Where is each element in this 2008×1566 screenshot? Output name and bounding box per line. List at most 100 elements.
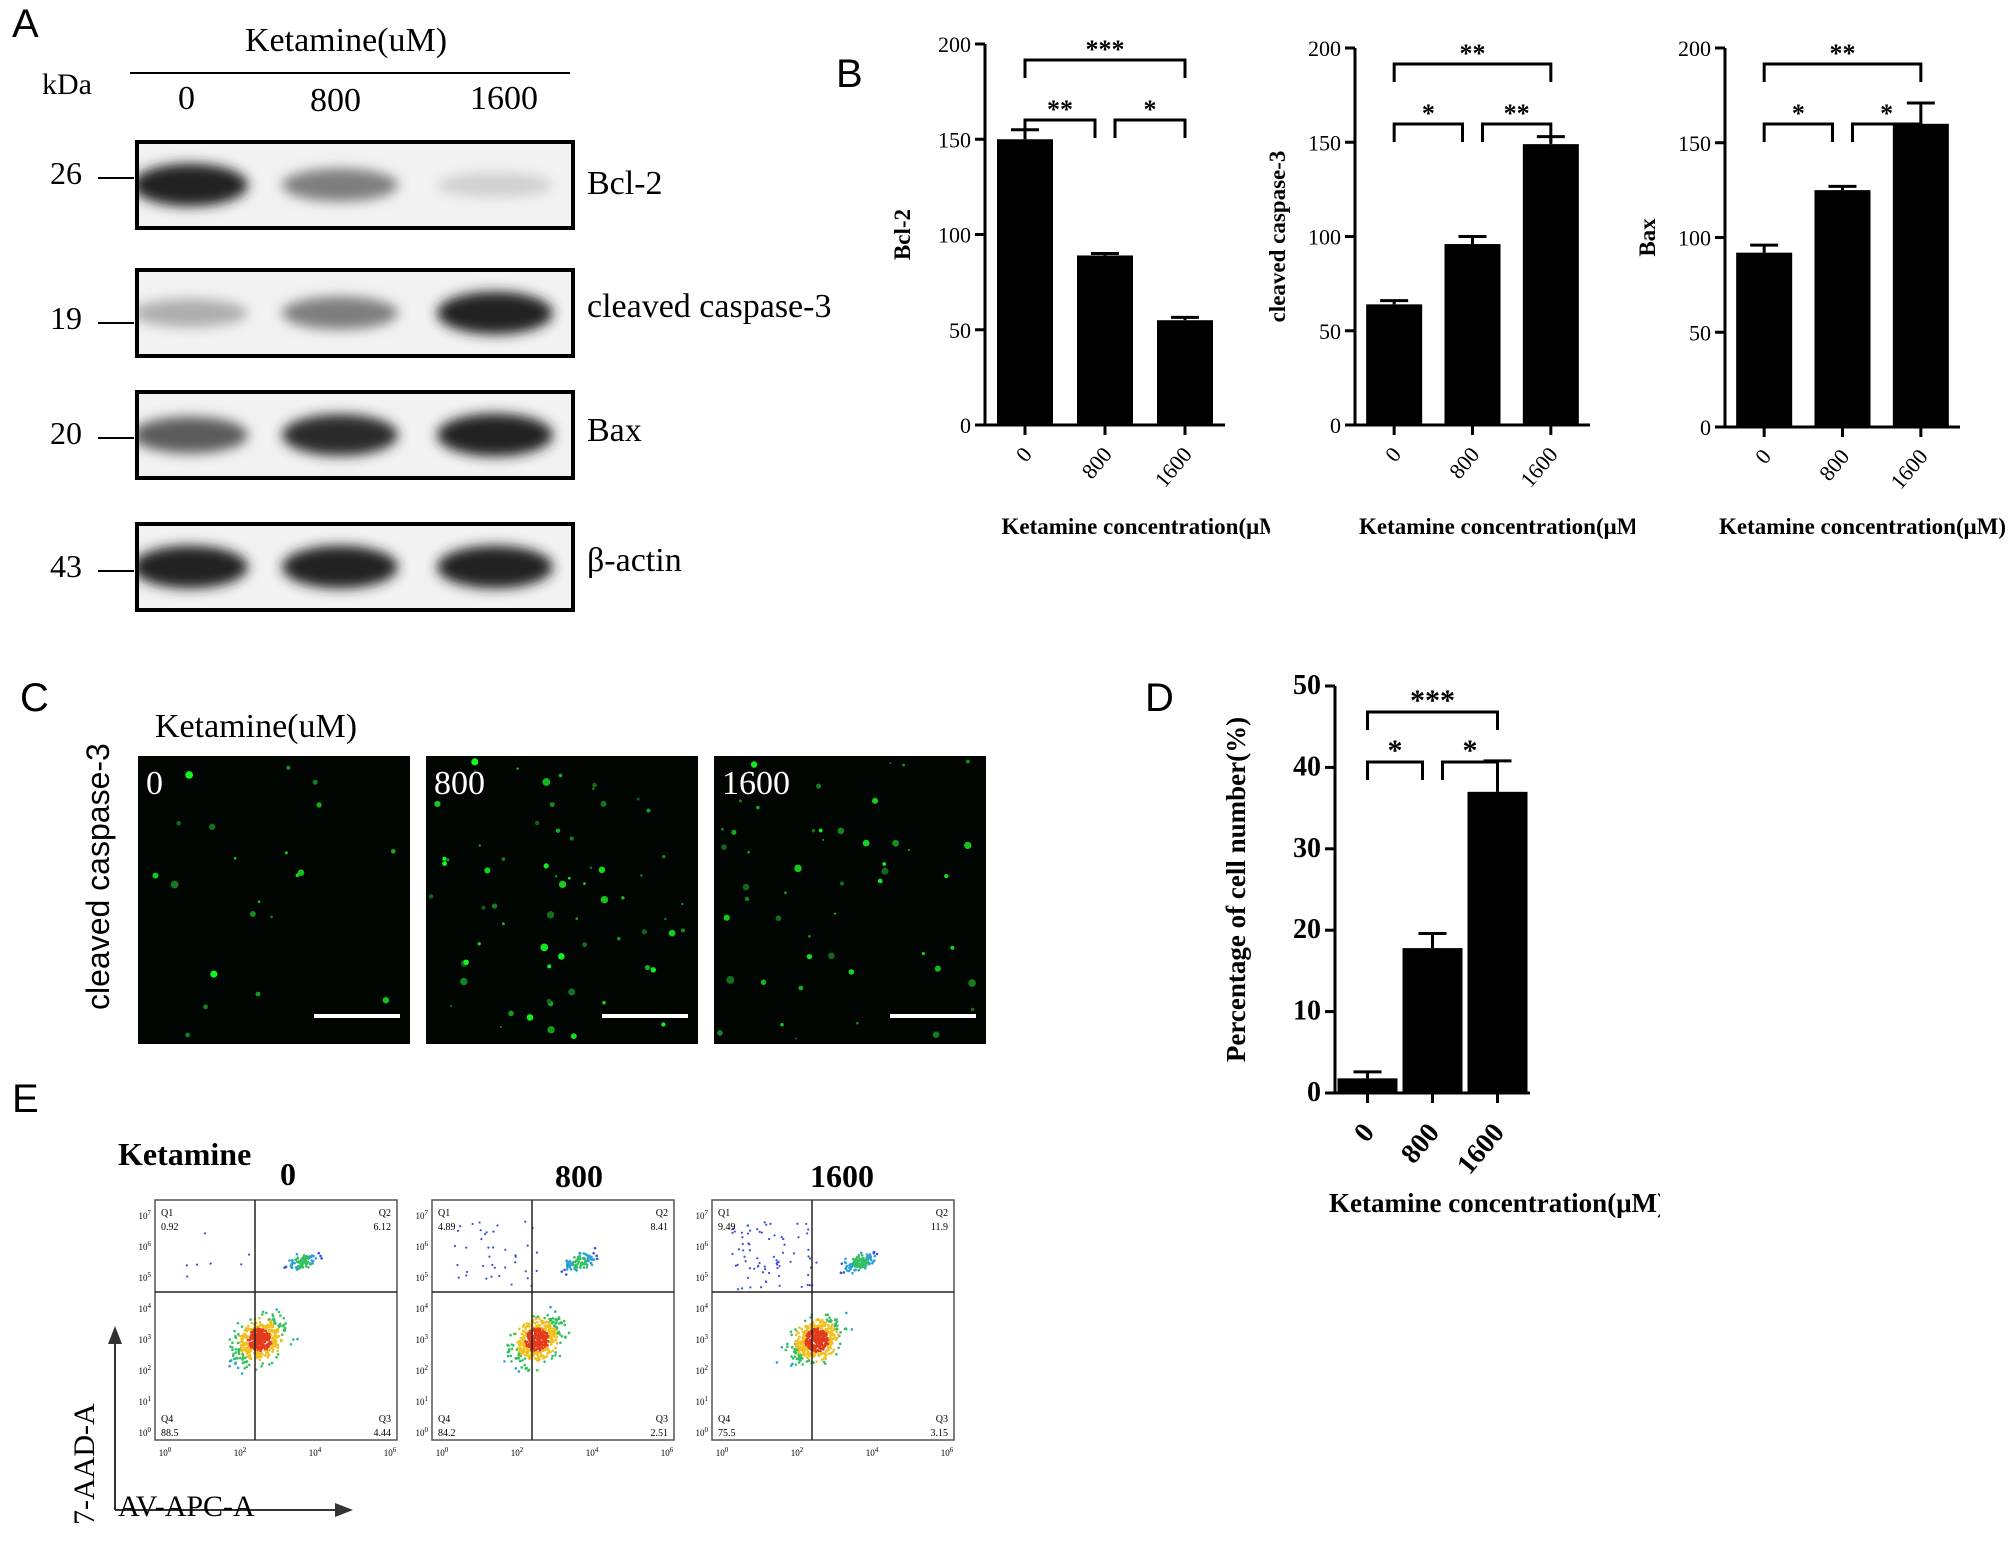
fluorescent-cell bbox=[270, 915, 273, 919]
fluorescent-cell bbox=[798, 985, 804, 991]
fluorescent-cell bbox=[534, 820, 540, 826]
fluorescent-cell bbox=[636, 797, 640, 801]
y-tick-label: 50 bbox=[1319, 319, 1341, 344]
fluorescent-cell bbox=[478, 844, 481, 847]
significance-bracket bbox=[1366, 760, 1424, 780]
fluorescent-cell bbox=[499, 1025, 502, 1028]
y-tick-label: 150 bbox=[938, 127, 971, 152]
fluorescent-cell bbox=[964, 841, 972, 850]
fluorescent-cell bbox=[750, 761, 758, 768]
significance-bracket bbox=[1023, 118, 1097, 138]
fluorescent-cell bbox=[471, 758, 479, 766]
quadrant-value: 88.5 bbox=[161, 1428, 179, 1439]
significance-bracket bbox=[1392, 122, 1464, 142]
quadrant-value: 11.9 bbox=[931, 1222, 948, 1233]
fluorescent-cell bbox=[592, 787, 595, 790]
fc-x-tick: 100 bbox=[159, 1446, 172, 1458]
fluorescent-cell bbox=[484, 867, 491, 874]
quadrant-name: Q2 bbox=[936, 1208, 948, 1219]
fluorescent-cell bbox=[717, 1030, 723, 1036]
x-tick-label: 0 bbox=[1348, 1118, 1381, 1149]
quadrant-value: 2.51 bbox=[651, 1428, 669, 1439]
y-tick-label: 200 bbox=[1308, 36, 1341, 61]
quadrant-name: Q1 bbox=[718, 1208, 730, 1219]
fc-y-tick: 105 bbox=[696, 1271, 709, 1283]
kda-tick bbox=[98, 177, 134, 179]
y-tick-label: 150 bbox=[1678, 131, 1711, 156]
fc-y-tick: 103 bbox=[696, 1333, 709, 1345]
significance-label: * bbox=[1463, 734, 1478, 767]
fluorescent-cell bbox=[795, 1037, 798, 1040]
lane-label-0: 0 bbox=[178, 80, 195, 117]
fluorescent-cell bbox=[907, 848, 911, 852]
x-tick-label: 1600 bbox=[1149, 442, 1196, 492]
fluorescent-cell bbox=[721, 827, 724, 831]
fluorescent-cell bbox=[877, 878, 883, 884]
quadrant-name: Q3 bbox=[379, 1414, 391, 1425]
y-tick-label: 50 bbox=[949, 318, 971, 343]
quadrant-value: 4.44 bbox=[374, 1428, 392, 1439]
fluorescent-cell bbox=[446, 858, 450, 862]
fc-y-tick: 101 bbox=[696, 1395, 709, 1407]
quadrant-name: Q3 bbox=[656, 1414, 668, 1425]
fc-y-tick: 101 bbox=[416, 1395, 429, 1407]
fluorescent-cell bbox=[664, 917, 667, 921]
fluorescent-cell bbox=[547, 1026, 555, 1034]
kda-label: kDa bbox=[42, 68, 92, 101]
fluorescent-cell bbox=[848, 969, 855, 975]
blot-protein-label: β-actin bbox=[587, 542, 682, 579]
y-axis-label: Bcl-2 bbox=[890, 209, 915, 260]
fluorescent-cell bbox=[621, 896, 625, 900]
kda-tick bbox=[98, 570, 134, 572]
lane-label-1600: 1600 bbox=[470, 80, 538, 117]
fluorescent-cell bbox=[176, 820, 181, 826]
significance-bracket bbox=[1113, 118, 1187, 138]
if-panel-label: 800 bbox=[434, 765, 485, 802]
kda-value: 43 bbox=[50, 548, 82, 584]
fc-y-tick: 104 bbox=[696, 1302, 709, 1314]
fluorescent-cell bbox=[726, 975, 735, 984]
if-panel-label: 1600 bbox=[722, 765, 790, 802]
fluorescent-cell bbox=[428, 894, 434, 899]
fluorescent-cell bbox=[780, 1023, 784, 1027]
significance-label: ** bbox=[1047, 95, 1073, 124]
quadrant-value: 6.12 bbox=[374, 1222, 392, 1233]
significance-label: * bbox=[1144, 95, 1157, 124]
fc-x-tick: 106 bbox=[941, 1446, 954, 1458]
fluorescent-cell bbox=[881, 867, 889, 875]
fluorescent-cell bbox=[555, 875, 558, 878]
x-tick-label: 0 bbox=[1380, 442, 1406, 466]
x-axis-label: Ketamine concentration(μM) bbox=[1001, 514, 1270, 539]
fluorescent-cell bbox=[818, 828, 823, 833]
x-tick-label: 800 bbox=[1444, 442, 1484, 483]
band-0-0 bbox=[135, 163, 248, 207]
fc-y-tick: 107 bbox=[416, 1209, 429, 1221]
fluorescent-cell bbox=[839, 881, 845, 886]
bar-1600 bbox=[1522, 144, 1579, 425]
panel-e-flow-cytometry: Ketamine 7-AAD-A AV-APC-A 0 Q1 0.92 Q2 6.12 Q… bbox=[0, 1120, 1000, 1566]
fluorescent-cell bbox=[731, 829, 737, 835]
significance-label: * bbox=[1792, 99, 1805, 128]
fluorescent-cell bbox=[680, 928, 685, 933]
significance-label: *** bbox=[1410, 684, 1455, 717]
blot-3 bbox=[135, 522, 575, 612]
fluorescent-cell bbox=[434, 800, 441, 808]
band-3-0 bbox=[135, 545, 248, 589]
significance-bracket bbox=[1366, 710, 1499, 730]
y-tick-label: 30 bbox=[1293, 833, 1321, 864]
fluorescent-cell bbox=[233, 857, 237, 860]
y-tick-label: 150 bbox=[1308, 130, 1341, 155]
significance-label: * bbox=[1388, 734, 1403, 767]
fc-y-tick: 106 bbox=[416, 1240, 429, 1252]
fc-plot-title: 800 bbox=[555, 1158, 603, 1194]
fluorescent-cell bbox=[569, 836, 574, 841]
quadrant-name: Q1 bbox=[438, 1208, 450, 1219]
x-tick-label: 0 bbox=[1750, 444, 1776, 468]
fc-y-tick: 104 bbox=[139, 1302, 152, 1314]
significance-bracket bbox=[1762, 122, 1834, 142]
fc-x-tick: 104 bbox=[309, 1446, 322, 1458]
significance-bracket bbox=[1392, 62, 1553, 82]
quadrant-name: Q2 bbox=[656, 1208, 668, 1219]
blot-0 bbox=[135, 140, 575, 230]
